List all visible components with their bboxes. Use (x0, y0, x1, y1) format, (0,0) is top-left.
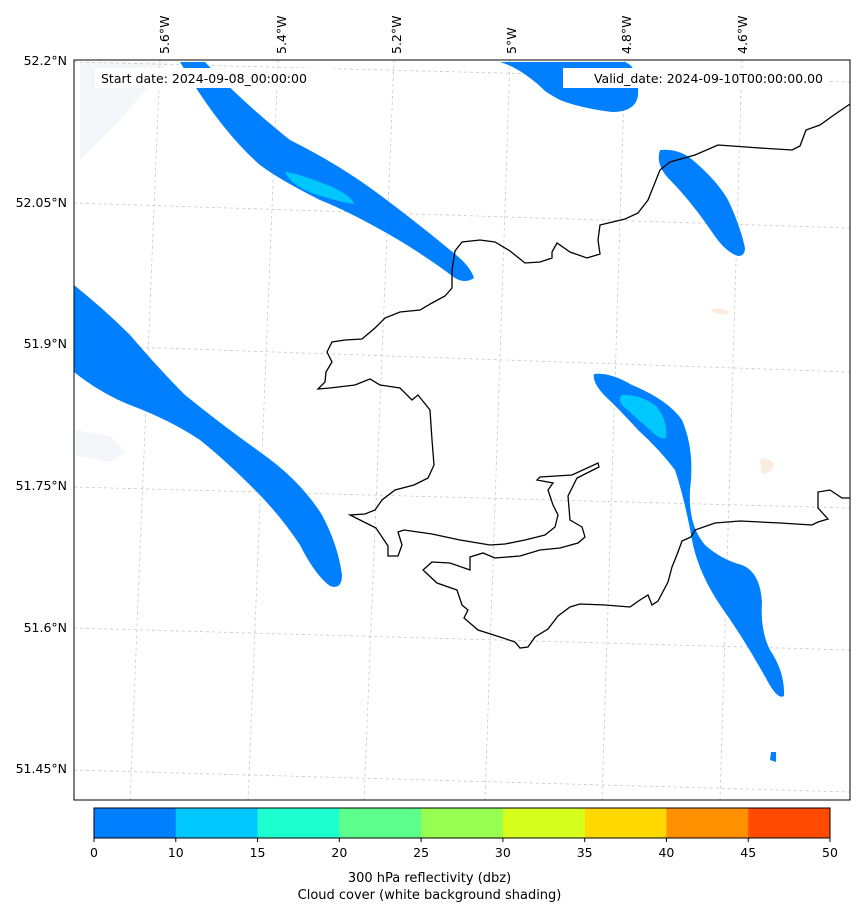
colorbar-tick-label: 45 (740, 845, 756, 860)
colorbar-sublabel: Cloud cover (white background shading) (297, 888, 562, 903)
coastline (316, 103, 850, 649)
colorbar-segment (502, 808, 586, 838)
colorbar-tick-label: 10 (168, 845, 184, 860)
start-date-box (95, 68, 333, 88)
reflectivity-band (770, 752, 776, 762)
cloud-cover-shading (710, 308, 730, 315)
colorbar-tick-label: 15 (250, 845, 266, 860)
reflectivity-band (74, 285, 342, 587)
lat-tick-label: 51.75°N (16, 478, 67, 493)
lat-tick-label: 51.9°N (24, 336, 67, 351)
colorbar-tick-label: 35 (577, 845, 593, 860)
colorbar-tick-label: 30 (495, 845, 511, 860)
lat-tick-label: 51.6°N (24, 620, 67, 635)
cloud-cover-shading (76, 430, 126, 462)
colorbar-tick-label: 40 (658, 845, 674, 860)
map-frame (73, 59, 851, 801)
lat-tick-label: 51.45°N (16, 761, 67, 776)
reflectivity-band (285, 172, 354, 204)
colorbar-label: 300 hPa reflectivity (dbz) (347, 871, 512, 886)
reflectivity-band (593, 373, 785, 697)
lon-tick-label: 4.8°W (619, 16, 634, 55)
colorbar-segment (666, 808, 749, 838)
colorbar-segment (421, 808, 504, 838)
longitude-ticks: 5.6°W 5.4°W 5.2°W 5°W 4.8°W 4.6°W (157, 16, 750, 55)
reflectivity-band (180, 62, 474, 281)
valid-date-label: Valid_date: 2024-09-10T00:00:00.00 (594, 71, 823, 86)
colorbar-segment (339, 808, 422, 838)
reflectivity-band (658, 149, 745, 256)
colorbar-segment (175, 808, 259, 838)
colorbar-tick-label: 0 (90, 845, 98, 860)
start-date-label: Start date: 2024-09-08_00:00:00 (101, 71, 307, 86)
colorbar-frame (93, 807, 831, 839)
lon-tick-label: 4.6°W (735, 16, 750, 55)
colorbar-tick-label: 50 (822, 845, 838, 860)
latitude-ticks: 52.2°N 52.05°N 51.9°N 51.75°N 51.6°N 51.… (16, 53, 67, 776)
lon-tick-label: 5.6°W (157, 16, 172, 55)
colorbar-segment (94, 808, 177, 838)
lat-tick-label: 52.05°N (16, 195, 67, 210)
colorbar-tick-label: 25 (413, 845, 429, 860)
cloud-cover-shading (760, 458, 774, 474)
lon-tick-label: 5.4°W (274, 16, 289, 55)
colorbar-segment (584, 808, 667, 838)
colorbar: 0 10 15 20 25 30 35 40 45 50 (90, 807, 838, 860)
lat-tick-label: 52.2°N (24, 53, 67, 68)
reflectivity-band (620, 394, 667, 439)
lon-tick-label: 5.2°W (389, 16, 404, 55)
colorbar-segment (748, 808, 831, 838)
colorbar-tick-label: 20 (331, 845, 347, 860)
colorbar-segment (257, 808, 340, 838)
valid-date-box (563, 68, 829, 88)
lon-tick-label: 5°W (504, 27, 519, 54)
